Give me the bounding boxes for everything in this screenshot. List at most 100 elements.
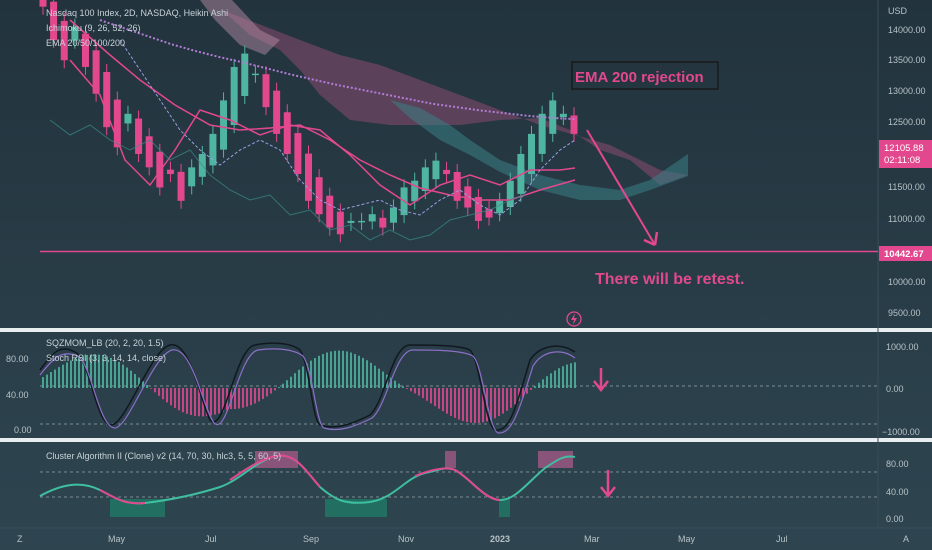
squeeze-bar [210, 388, 212, 416]
squeeze-bar [474, 388, 476, 424]
overbought-zone [538, 451, 573, 468]
squeeze-bar [354, 353, 356, 388]
price-tick: 11500.00 [888, 182, 925, 192]
squeeze-bar [502, 388, 504, 414]
lightning-icon[interactable] [566, 311, 582, 327]
time-axis[interactable]: Z May Jul Sep Nov 2023 Mar May Jul A [17, 534, 909, 544]
ema-annotation-box[interactable] [571, 61, 719, 90]
candle-body [379, 217, 387, 228]
squeeze-bar [50, 372, 52, 388]
squeeze-bar [402, 386, 404, 388]
down-arrow-icon [593, 368, 609, 393]
candle-body [283, 112, 291, 154]
squeeze-bar [146, 384, 148, 388]
squeeze-bar [294, 373, 296, 388]
squeeze-bar [222, 388, 224, 413]
candle-body [389, 207, 397, 223]
squeeze-bar [246, 388, 248, 407]
candle-body [347, 220, 355, 223]
squeeze-bar [170, 388, 172, 406]
squeeze-bar [98, 354, 100, 388]
squeeze-bar [198, 388, 200, 417]
pane-divider-2[interactable] [0, 438, 932, 442]
candle-body [421, 167, 429, 192]
candle-body [273, 90, 281, 134]
chart-title: Nasdaq 100 Index, 2D, NASDAQ, Heikin Ash… [46, 8, 228, 18]
candle-body [209, 133, 217, 166]
squeeze-bar [190, 388, 192, 416]
candle-body [315, 177, 323, 215]
squeeze-bar [358, 355, 360, 388]
currency-label: USD [888, 6, 908, 16]
candle-body [188, 167, 196, 187]
squeeze-bar [90, 354, 92, 388]
auto-scale-icon[interactable]: A [903, 534, 909, 544]
candle-body [453, 171, 461, 201]
last-price-value: 12105.88 [884, 143, 924, 154]
squeeze-bar [414, 388, 416, 394]
squeeze-bar [134, 374, 136, 388]
year-tick: 2023 [490, 534, 510, 544]
candle-body [166, 169, 174, 175]
squeeze-bar [334, 350, 336, 388]
down-arrow-icon [600, 470, 616, 499]
squeeze-bar [138, 377, 140, 388]
retest-arrow-line[interactable] [586, 129, 656, 246]
candle-body [135, 118, 143, 154]
squeeze-bar [574, 362, 576, 388]
squeeze-bar [214, 388, 216, 415]
squeeze-bar [42, 377, 44, 388]
squeeze-bar [330, 351, 332, 388]
squeeze-bar [70, 360, 72, 388]
squeeze-bar [126, 367, 128, 388]
ichimoku-cloud-upper [200, 0, 280, 55]
squeeze-bar [542, 379, 544, 388]
squeeze-bar [286, 380, 288, 388]
squeeze-bar [206, 388, 208, 417]
squeeze-bar [62, 364, 64, 388]
price-pane[interactable]: EMA 200 rejection There will be retest. … [39, 0, 879, 327]
ema-20-line [69, 59, 576, 206]
support-price-label [879, 246, 932, 261]
candle-body [230, 66, 238, 126]
squeeze-bar [478, 388, 480, 423]
squeeze-bar [302, 366, 304, 388]
squeeze-bar [318, 355, 320, 388]
squeeze-bar [298, 369, 300, 388]
squeeze-bar [122, 364, 124, 388]
month-tick: Nov [398, 534, 415, 544]
lightning-bolt-glyph [571, 313, 577, 325]
squeeze-momentum-pane[interactable]: SQZMOM_LB (20, 2, 20, 1.5) Stoch RSI (3,… [6, 338, 920, 437]
ema-50-line [69, 19, 576, 201]
stoch-tick: 80.00 [6, 354, 29, 364]
month-tick: Sep [303, 534, 319, 544]
squeeze-bar [410, 388, 412, 392]
squeeze-bar [182, 388, 184, 413]
price-tick: 13000.00 [888, 86, 926, 96]
squeeze-bar [562, 366, 564, 388]
squeeze-bar [466, 388, 468, 423]
candle-body [326, 195, 334, 228]
squeeze-bar [234, 388, 236, 409]
cluster-pane[interactable]: Cluster Algorithm II (Clone) v2 (14, 70,… [39, 451, 909, 524]
price-tick: 10000.00 [888, 277, 926, 287]
price-axis[interactable]: USD 14000.00 13500.00 13000.00 12500.00 … [879, 6, 932, 318]
squeeze-bar [242, 388, 244, 408]
month-tick: May [678, 534, 696, 544]
squeeze-bar [418, 388, 420, 396]
candle-body [443, 169, 451, 175]
candle-body [262, 74, 270, 108]
squeeze-bar [558, 368, 560, 388]
pane-divider-1[interactable] [0, 328, 932, 332]
overbought-zone [445, 451, 456, 468]
candle-body [538, 113, 546, 154]
goto-date-icon[interactable]: Z [17, 534, 23, 544]
squeeze-bar [282, 383, 284, 388]
ichimoku-tenkan [119, 39, 576, 216]
ema-annotation-text: EMA 200 rejection [575, 69, 704, 86]
squeeze-bar [482, 388, 484, 423]
squeeze-bar [430, 388, 432, 404]
squeeze-bar [522, 388, 524, 398]
candle-body [113, 99, 121, 148]
